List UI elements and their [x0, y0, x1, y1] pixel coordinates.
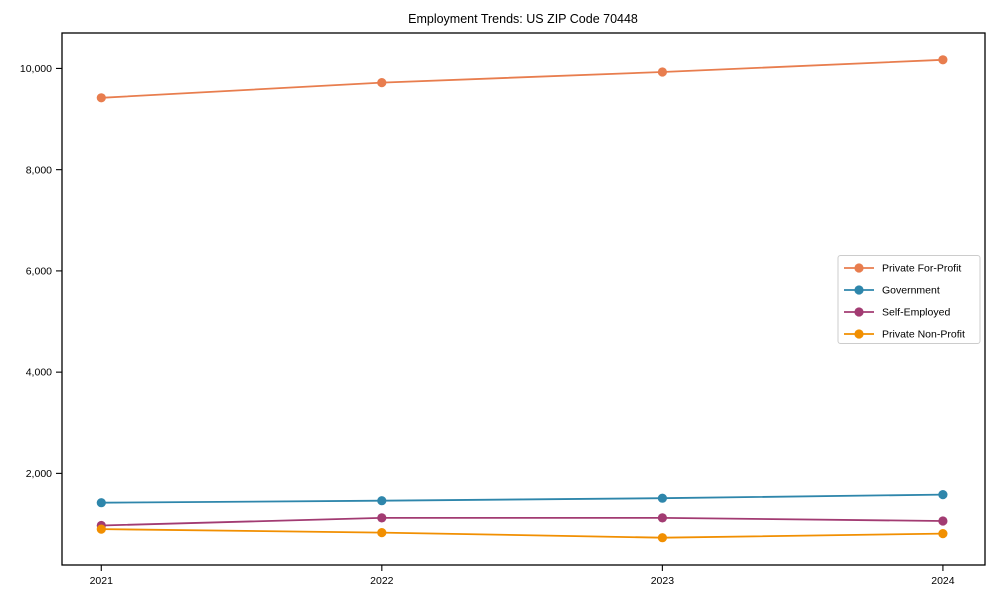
legend-box: [837, 255, 981, 344]
series-private-non-profit: [96, 524, 948, 543]
legend-item: Private Non-Profit: [844, 329, 965, 341]
legend-item: Government: [844, 285, 940, 297]
plot-area: 2,000 4,000 6,000 8,000 10,000 2021 2022 2023 20…: [20, 32, 986, 587]
data-point-marker: [657, 513, 668, 523]
data-point-marker: [938, 529, 948, 539]
legend-marker-icon: [854, 285, 864, 295]
data-point-marker: [657, 493, 668, 503]
y-tick-label: 2,000: [26, 468, 52, 480]
legend-label: Private For-Profit: [882, 263, 961, 275]
data-point-marker: [377, 78, 387, 88]
y-tick-label: 4,000: [26, 367, 52, 379]
series-private-for-profit: [96, 55, 948, 103]
legend-marker-icon: [854, 263, 864, 273]
data-point-marker: [377, 496, 387, 506]
series-line: [101, 528, 943, 539]
y-tick-label: 6,000: [26, 266, 52, 278]
series-government: [96, 490, 948, 508]
data-point-marker: [938, 490, 948, 500]
legend-label: Government: [882, 285, 940, 297]
chart-title: Employment Trends: US ZIP Code 70448: [408, 12, 638, 26]
legend-marker-icon: [854, 329, 864, 339]
y-tick-label: 8,000: [26, 164, 52, 176]
series-line: [101, 493, 943, 504]
x-tick-label: 2024: [931, 575, 955, 587]
x-tick-label: 2023: [651, 575, 675, 587]
axes-frame: [61, 32, 986, 566]
y-tick-label: 10,000: [20, 63, 52, 75]
data-point-marker: [377, 513, 387, 523]
series-line: [101, 517, 943, 527]
data-point-marker: [96, 498, 106, 508]
legend-label: Private Non-Profit: [882, 329, 965, 341]
data-point-marker: [938, 55, 948, 65]
legend: Private For-Profit Government Self-Employe…: [837, 255, 981, 344]
legend-marker-icon: [854, 307, 864, 317]
data-point-marker: [657, 533, 668, 543]
legend-label: Self-Employed: [882, 307, 950, 319]
data-point-marker: [96, 93, 106, 103]
x-tick-label: 2021: [90, 575, 114, 587]
data-point-marker: [657, 67, 668, 77]
data-point-marker: [938, 516, 948, 526]
data-point-marker: [96, 524, 106, 534]
series-self-employed: [96, 513, 948, 531]
legend-item: Private For-Profit: [844, 263, 961, 275]
legend-item: Self-Employed: [844, 307, 950, 319]
data-point-marker: [377, 528, 387, 538]
x-tick-label: 2022: [370, 575, 394, 587]
series-line: [101, 58, 943, 99]
